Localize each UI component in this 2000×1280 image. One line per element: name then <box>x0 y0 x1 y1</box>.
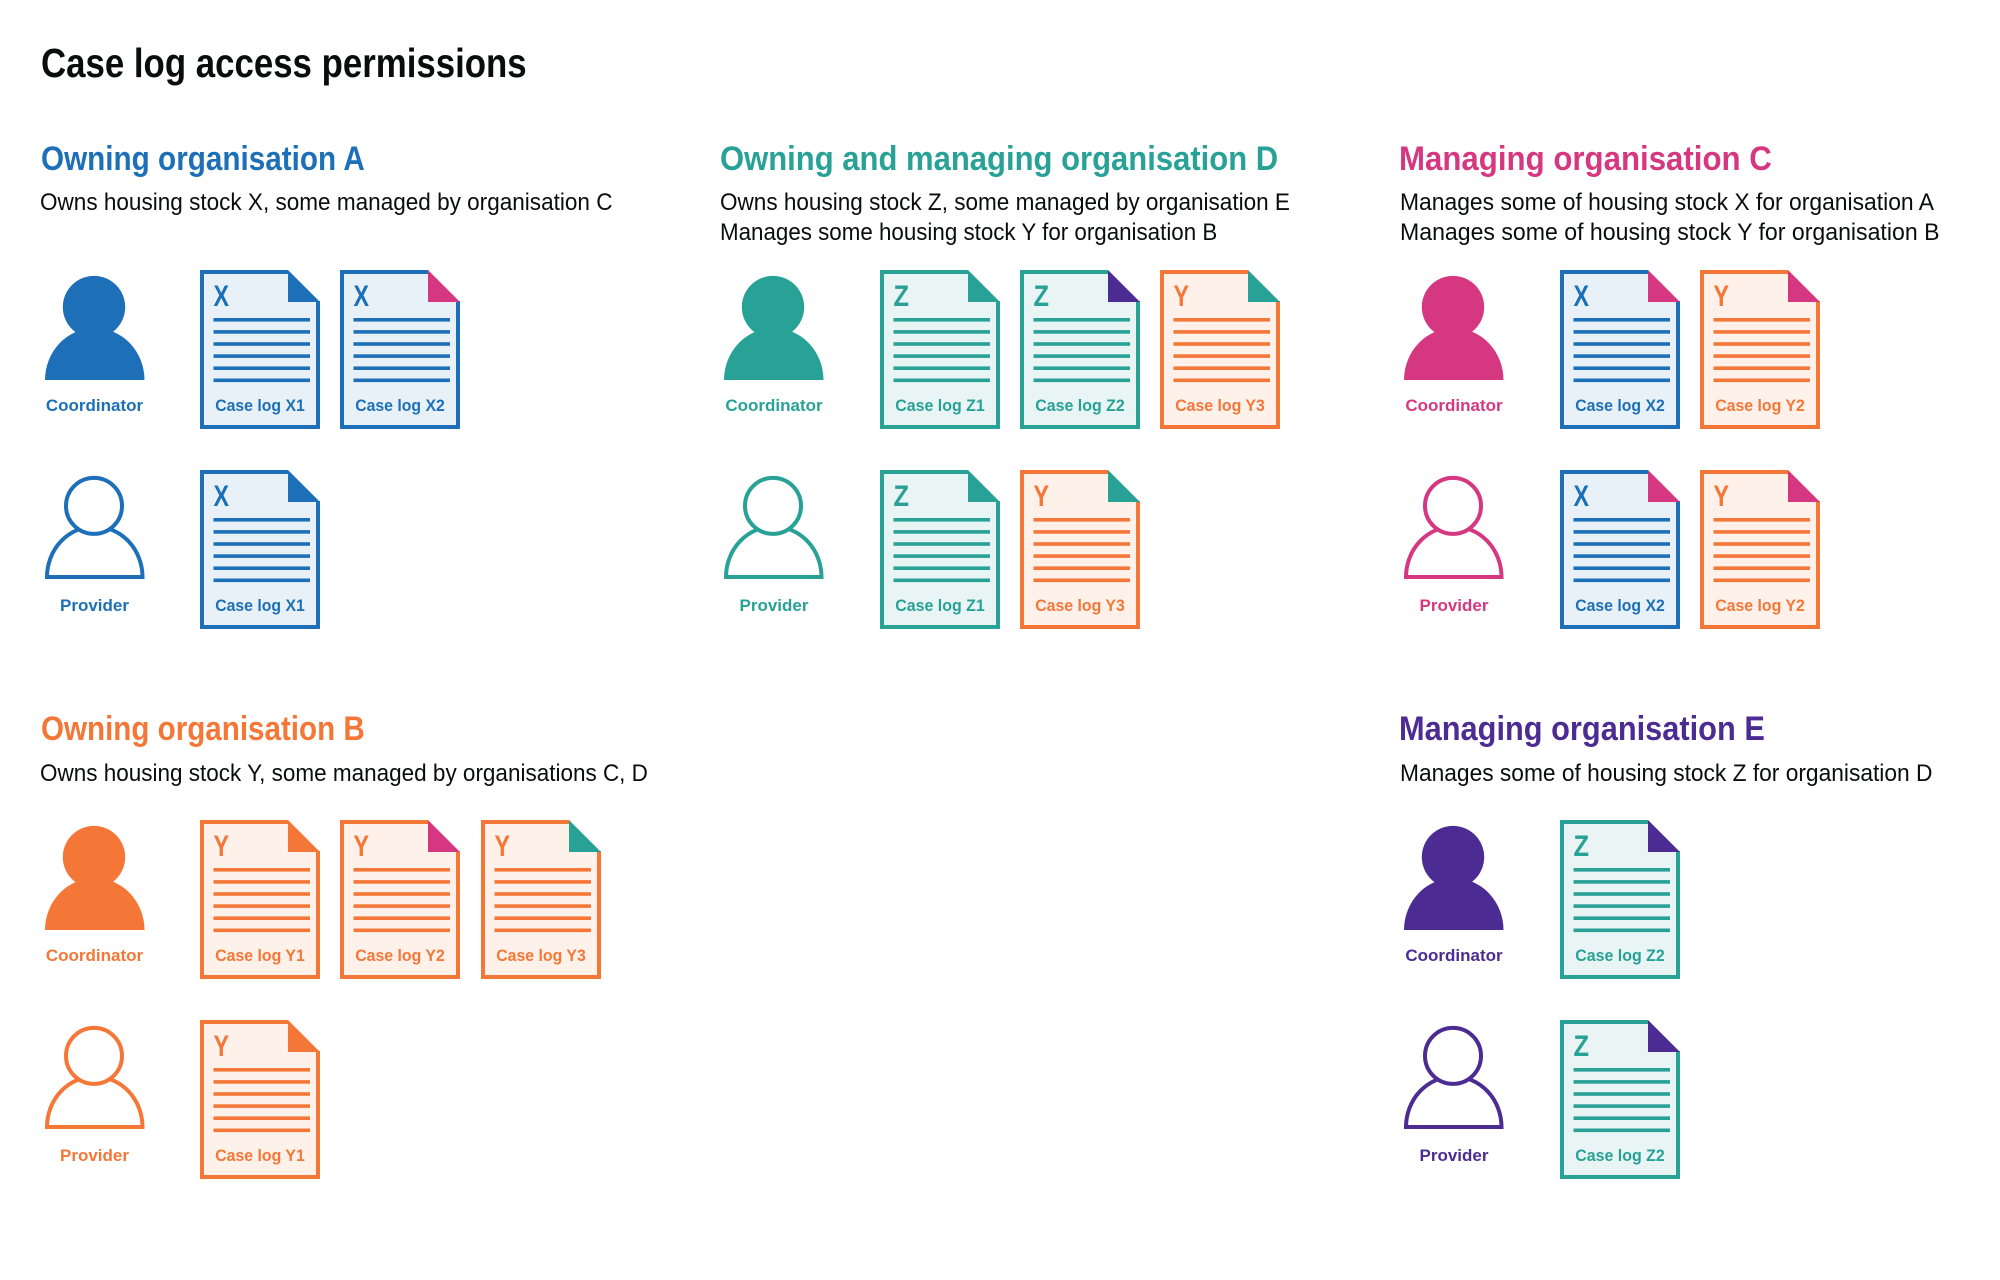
svg-text:Case log Z2: Case log Z2 <box>1575 946 1665 965</box>
svg-text:Y: Y <box>1174 280 1190 313</box>
svg-text:Y: Y <box>354 830 370 863</box>
svg-text:Case log X2: Case log X2 <box>355 396 445 415</box>
svg-text:Z: Z <box>1573 830 1589 863</box>
svg-text:X: X <box>354 280 370 313</box>
svg-text:Y: Y <box>494 830 510 863</box>
svg-text:Case log Z1: Case log Z1 <box>895 596 985 615</box>
svg-text:Y: Y <box>214 1030 230 1063</box>
svg-text:Y: Y <box>1713 480 1729 513</box>
svg-text:Case log Y2: Case log Y2 <box>1715 396 1805 415</box>
svg-text:Z: Z <box>893 280 909 313</box>
svg-text:X: X <box>214 280 230 313</box>
svg-text:Case log Z1: Case log Z1 <box>895 396 985 415</box>
svg-text:Case log Y3: Case log Y3 <box>1035 596 1125 615</box>
svg-text:Case log Y1: Case log Y1 <box>215 946 305 965</box>
svg-text:Z: Z <box>893 480 909 513</box>
svg-text:Case log Y3: Case log Y3 <box>496 946 586 965</box>
svg-text:Case log Y2: Case log Y2 <box>355 946 445 965</box>
svg-text:Case log Z2: Case log Z2 <box>1035 396 1125 415</box>
svg-text:X: X <box>1573 280 1589 313</box>
svg-text:Case log X1: Case log X1 <box>215 396 305 415</box>
svg-text:Case log X2: Case log X2 <box>1575 596 1665 615</box>
svg-text:X: X <box>1573 480 1589 513</box>
svg-text:Case log X2: Case log X2 <box>1575 396 1665 415</box>
svg-text:X: X <box>214 480 230 513</box>
svg-text:Y: Y <box>214 830 230 863</box>
svg-text:Case log X1: Case log X1 <box>215 596 305 615</box>
svg-text:Z: Z <box>1573 1030 1589 1063</box>
svg-text:Y: Y <box>1713 280 1729 313</box>
svg-text:Z: Z <box>1033 280 1049 313</box>
svg-text:Case log Z2: Case log Z2 <box>1575 1146 1665 1165</box>
svg-text:Case log Y1: Case log Y1 <box>215 1146 305 1165</box>
svg-text:Case log Y3: Case log Y3 <box>1175 396 1265 415</box>
svg-text:Y: Y <box>1033 480 1049 513</box>
svg-text:Case log Y2: Case log Y2 <box>1715 596 1805 615</box>
